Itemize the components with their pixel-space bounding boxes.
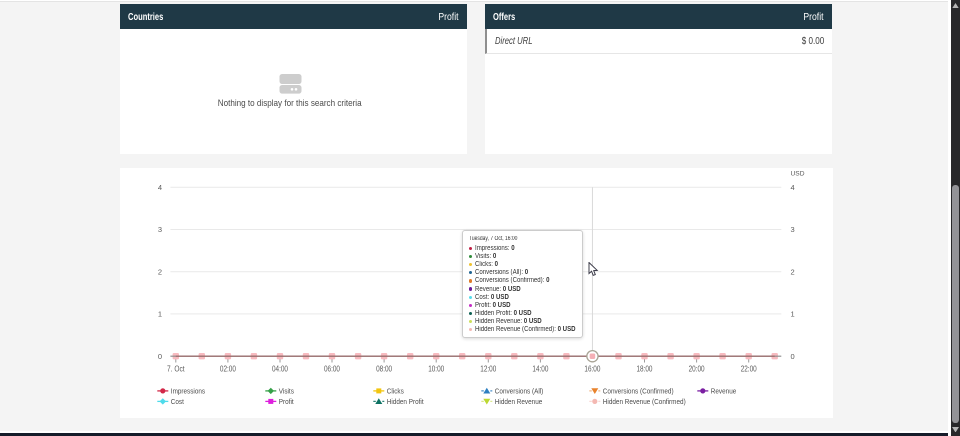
svg-text:0: 0	[158, 352, 162, 361]
svg-text:04:00: 04:00	[272, 364, 288, 373]
svg-text:1: 1	[158, 310, 162, 319]
svg-text:14:00: 14:00	[532, 364, 548, 373]
svg-text:USD: USD	[791, 170, 805, 177]
svg-text:4: 4	[791, 183, 795, 192]
svg-text:0: 0	[791, 352, 795, 361]
svg-text:Hidden Revenue (Confirmed): Hidden Revenue (Confirmed)	[603, 399, 686, 406]
svg-text:2: 2	[158, 267, 162, 276]
svg-text:3: 3	[158, 225, 162, 234]
svg-text:3: 3	[791, 225, 795, 234]
svg-text:10:00: 10:00	[428, 364, 444, 373]
svg-text:Visits: Visits	[279, 388, 295, 395]
svg-text:Hidden Profit: Hidden Profit	[387, 399, 424, 406]
svg-text:2: 2	[791, 267, 795, 276]
svg-text:16:00: 16:00	[584, 364, 600, 373]
svg-text:02:00: 02:00	[220, 364, 236, 373]
svg-text:Revenue: Revenue	[711, 388, 737, 395]
svg-text:Conversions (All): Conversions (All)	[495, 388, 544, 395]
svg-text:Hidden Revenue: Hidden Revenue	[495, 399, 543, 406]
svg-text:18:00: 18:00	[637, 364, 653, 373]
svg-text:Cost: Cost	[171, 399, 184, 406]
svg-text:06:00: 06:00	[324, 364, 340, 373]
svg-text:Conversions (Confirmed): Conversions (Confirmed)	[603, 388, 674, 395]
svg-text:22:00: 22:00	[741, 364, 757, 373]
svg-text:Clicks: Clicks	[387, 388, 404, 395]
svg-text:20:00: 20:00	[689, 364, 705, 373]
svg-text:4: 4	[158, 183, 162, 192]
svg-text:1: 1	[791, 310, 795, 319]
svg-text:12:00: 12:00	[480, 364, 496, 373]
svg-text:7. Oct: 7. Oct	[167, 364, 185, 373]
svg-text:08:00: 08:00	[376, 364, 392, 373]
svg-text:Profit: Profit	[279, 399, 294, 406]
svg-text:Impressions: Impressions	[171, 388, 206, 395]
